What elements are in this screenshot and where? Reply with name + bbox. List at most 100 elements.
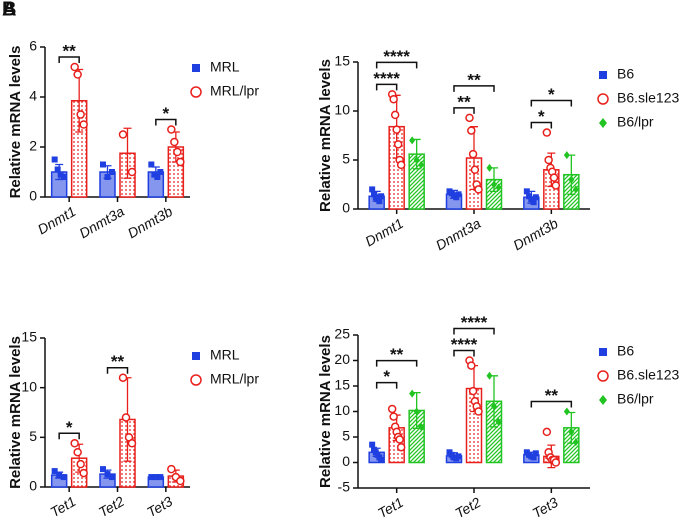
y-tick-label: 15 <box>334 377 350 393</box>
data-point <box>118 130 128 139</box>
significance-label: **** <box>383 47 410 66</box>
data-point <box>467 361 476 370</box>
y-axis-label: Relative mRNA levels <box>7 46 24 199</box>
error-bar <box>123 127 132 179</box>
significance-bracket <box>375 83 398 91</box>
y-tick-label: 5 <box>342 428 350 444</box>
data-point <box>60 474 67 481</box>
significance-bracket <box>453 107 475 114</box>
data-point <box>523 188 530 195</box>
data-point <box>530 454 537 461</box>
legend-label: MRL <box>210 59 240 75</box>
significance-label: ** <box>63 41 77 60</box>
data-point <box>51 156 58 163</box>
legend-marker <box>599 348 607 356</box>
legend-label: B6.sle123 <box>617 367 679 383</box>
y-tick-label: 0 <box>342 453 350 469</box>
y-tick-label: 2 <box>29 138 37 154</box>
legend-marker <box>597 370 609 382</box>
x-tick-label: Dnmt1 <box>362 215 406 249</box>
legend-marker <box>190 86 202 98</box>
legend-label: B6.sle123 <box>617 90 679 106</box>
significance-label: **** <box>373 69 400 88</box>
data-point <box>532 194 539 201</box>
y-tick-label: 10 <box>334 402 350 418</box>
y-tick-label: 5 <box>342 151 350 167</box>
y-tick-label: 6 <box>29 38 37 54</box>
data-point <box>154 174 161 180</box>
legend-label: MRL <box>210 347 240 363</box>
significance-label: * <box>383 367 390 386</box>
legend-label: MRL/lpr <box>210 83 259 99</box>
significance-label: **** <box>451 335 478 354</box>
x-tick-label: Dnmt3b <box>510 215 561 253</box>
x-tick-label: Dnmt1 <box>35 203 79 237</box>
data-point <box>563 151 570 160</box>
significance-bracket <box>453 349 475 357</box>
data-point <box>376 198 383 205</box>
panel-label: A <box>2 0 16 20</box>
legend-label: MRL/lpr <box>210 371 259 387</box>
data-point <box>70 62 79 72</box>
data-point <box>572 185 579 194</box>
data-point <box>378 193 385 200</box>
data-point <box>109 169 115 175</box>
y-axis-label: Relative mRNA levels <box>7 336 24 489</box>
data-point <box>387 404 397 414</box>
data-point <box>173 147 182 157</box>
data-point <box>455 453 462 460</box>
data-point <box>121 413 131 422</box>
data-point <box>418 160 425 169</box>
y-axis-label: Relative mRNA levels <box>317 335 334 488</box>
y-tick-label: 15 <box>334 53 350 69</box>
data-point <box>104 471 111 478</box>
data-point <box>542 128 552 137</box>
data-point <box>530 199 537 206</box>
data-point <box>51 468 58 475</box>
data-point <box>104 174 111 180</box>
significance-label: **** <box>461 313 488 332</box>
data-point <box>56 472 63 479</box>
data-point <box>176 157 185 167</box>
x-tick-label: Tet2 <box>452 494 483 521</box>
x-tick-label: Tet3 <box>144 493 175 520</box>
significance-label: ** <box>457 92 471 111</box>
data-point <box>470 165 480 175</box>
significance-bracket <box>530 99 573 107</box>
data-point <box>568 427 575 436</box>
data-point <box>396 160 406 170</box>
x-tick-label: Tet1 <box>47 493 78 520</box>
data-point <box>170 137 179 147</box>
data-point <box>468 149 478 159</box>
data-point <box>369 186 376 193</box>
significance-bracket <box>530 400 573 408</box>
x-tick-label: Tet1 <box>375 494 406 521</box>
data-point <box>378 456 385 463</box>
data-point <box>409 389 416 398</box>
panel-label: B <box>2 0 16 20</box>
significance-label: * <box>548 85 555 104</box>
data-point <box>563 407 570 416</box>
data-point <box>100 161 106 168</box>
y-tick-label: 15 <box>21 329 37 345</box>
data-point <box>572 438 579 447</box>
data-point <box>486 163 493 172</box>
significance-bracket <box>530 121 553 129</box>
x-tick-label: Dnmt3b <box>125 203 176 241</box>
y-tick-label: 20 <box>334 351 350 367</box>
legend-marker <box>192 64 200 72</box>
legend-marker <box>190 374 202 386</box>
significance-label: * <box>538 107 545 126</box>
y-tick-label: 10 <box>334 102 350 118</box>
data-point <box>389 94 398 104</box>
y-tick-label: 25 <box>334 326 350 342</box>
legend-marker <box>597 93 609 105</box>
x-tick-label: Tet2 <box>96 493 127 520</box>
data-point <box>495 183 502 192</box>
significance-bracket <box>106 366 129 374</box>
data-point <box>568 175 575 184</box>
y-tick-label: 0 <box>342 200 350 216</box>
data-point <box>73 447 82 457</box>
legend-marker <box>192 352 200 360</box>
